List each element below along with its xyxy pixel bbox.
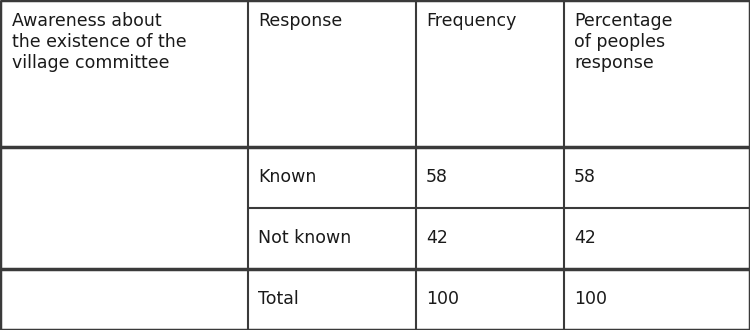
Text: Total: Total xyxy=(258,290,299,309)
Text: 58: 58 xyxy=(574,168,596,186)
Text: Not known: Not known xyxy=(258,229,351,247)
Text: 100: 100 xyxy=(574,290,607,309)
Text: 42: 42 xyxy=(426,229,448,247)
Text: 42: 42 xyxy=(574,229,596,247)
Text: Frequency: Frequency xyxy=(426,12,516,30)
Text: Known: Known xyxy=(258,168,316,186)
Text: 100: 100 xyxy=(426,290,459,309)
Text: Awareness about
the existence of the
village committee: Awareness about the existence of the vil… xyxy=(12,12,187,72)
Text: Percentage
of peoples
response: Percentage of peoples response xyxy=(574,12,673,72)
Text: Response: Response xyxy=(258,12,342,30)
Text: 58: 58 xyxy=(426,168,448,186)
